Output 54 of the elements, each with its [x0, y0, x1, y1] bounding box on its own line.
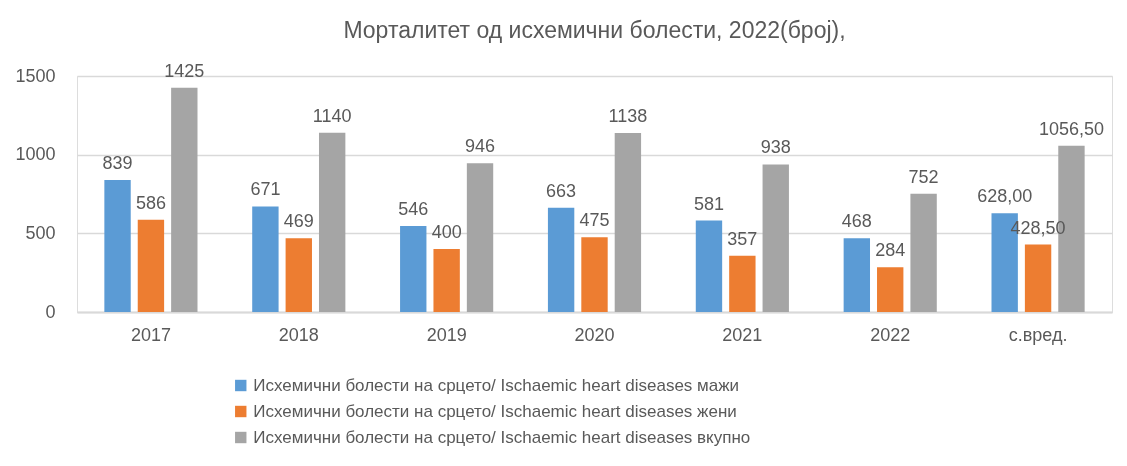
data-label: 752 [908, 166, 939, 187]
bar [252, 206, 279, 312]
data-label: 628,00 [977, 186, 1033, 207]
bar [318, 132, 346, 312]
data-label: 839 [102, 153, 133, 173]
data-label: 468 [841, 211, 872, 232]
data-label: 938 [760, 137, 791, 158]
bar [729, 255, 756, 312]
data-label: 581 [693, 193, 724, 214]
y-tick-label: 1000 [15, 144, 56, 165]
chart-title: Морталитет од исхемични болести, 2022(број), [343, 16, 846, 43]
bar [104, 180, 131, 312]
bar [762, 164, 789, 312]
y-tick-label: 0 [45, 301, 56, 322]
y-tick-label: 1500 [15, 65, 56, 86]
legend-label: Исхемични болести на срцето/ Ischaemic heart diseases жени [253, 401, 737, 421]
data-label: 469 [283, 211, 314, 232]
bar [695, 220, 723, 312]
data-label: 671 [250, 179, 281, 200]
legend-label: Исхемични болести на срцето/ Ischaemic heart diseases вкупно [253, 427, 751, 447]
bar [137, 219, 165, 312]
bar [171, 87, 198, 312]
data-label: 357 [727, 228, 758, 249]
bar [285, 238, 312, 312]
bar [1024, 244, 1052, 312]
x-tick-label: 2021 [722, 324, 763, 345]
x-tick-label: 2020 [574, 324, 615, 345]
bar [547, 207, 575, 312]
data-label: 475 [579, 210, 610, 231]
data-label: 1056,50 [1038, 118, 1104, 139]
bar [581, 237, 608, 312]
bar [877, 267, 904, 312]
data-label: 946 [465, 136, 496, 157]
data-label: 1425 [164, 60, 205, 81]
legend-label: Исхемични болести на срцето/ Ischaemic heart diseases мажи [253, 375, 740, 395]
bar [466, 163, 494, 312]
y-tick-label: 500 [25, 222, 56, 243]
data-label: 1138 [608, 105, 648, 126]
bar [843, 238, 871, 312]
x-tick-label: 2022 [870, 324, 911, 345]
data-label: 546 [398, 199, 429, 220]
x-tick-label: 2017 [130, 324, 171, 345]
bar [910, 193, 937, 312]
data-label: 586 [135, 192, 166, 213]
bar [400, 226, 427, 312]
bar [614, 132, 642, 312]
bar [433, 249, 460, 312]
data-label: 400 [431, 222, 462, 243]
data-label: 663 [546, 180, 577, 201]
x-tick-label: 2019 [426, 324, 467, 345]
x-tick-label: с.вред. [1008, 324, 1068, 345]
data-label: 1140 [312, 105, 352, 126]
x-tick-label: 2018 [278, 324, 319, 345]
data-label: 284 [875, 240, 906, 261]
